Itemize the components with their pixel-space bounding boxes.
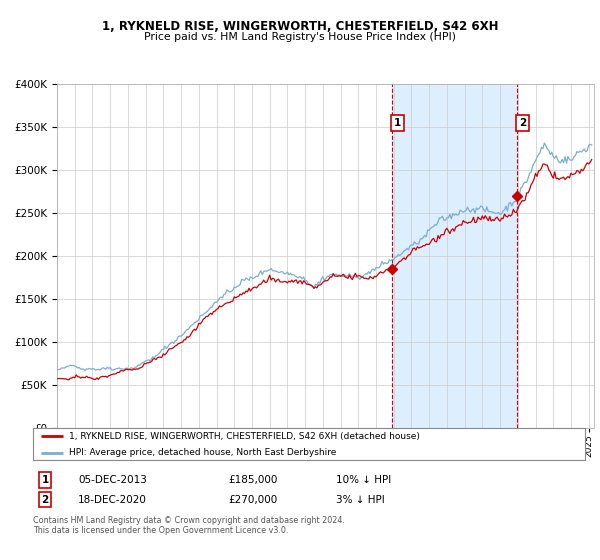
Text: 2: 2	[41, 494, 49, 505]
Text: 1: 1	[41, 475, 49, 485]
Text: 3% ↓ HPI: 3% ↓ HPI	[336, 494, 385, 505]
Bar	[392, 84, 517, 428]
Text: 2: 2	[519, 118, 526, 128]
Text: HPI: Average price, detached house, North East Derbyshire: HPI: Average price, detached house, Nort…	[69, 448, 336, 457]
Text: Price paid vs. HM Land Registry's House Price Index (HPI): Price paid vs. HM Land Registry's House …	[144, 32, 456, 43]
Text: 18-DEC-2020: 18-DEC-2020	[78, 494, 147, 505]
Text: 10% ↓ HPI: 10% ↓ HPI	[336, 475, 391, 485]
Text: £185,000: £185,000	[228, 475, 277, 485]
Text: £270,000: £270,000	[228, 494, 277, 505]
Text: Contains HM Land Registry data © Crown copyright and database right 2024.: Contains HM Land Registry data © Crown c…	[33, 516, 345, 525]
Text: 1, RYKNELD RISE, WINGERWORTH, CHESTERFIELD, S42 6XH: 1, RYKNELD RISE, WINGERWORTH, CHESTERFIE…	[102, 20, 498, 32]
Text: This data is licensed under the Open Government Licence v3.0.: This data is licensed under the Open Gov…	[33, 526, 289, 535]
Text: 1, RYKNELD RISE, WINGERWORTH, CHESTERFIELD, S42 6XH (detached house): 1, RYKNELD RISE, WINGERWORTH, CHESTERFIE…	[69, 432, 420, 441]
Text: 05-DEC-2013: 05-DEC-2013	[78, 475, 147, 485]
Text: 1: 1	[394, 118, 401, 128]
